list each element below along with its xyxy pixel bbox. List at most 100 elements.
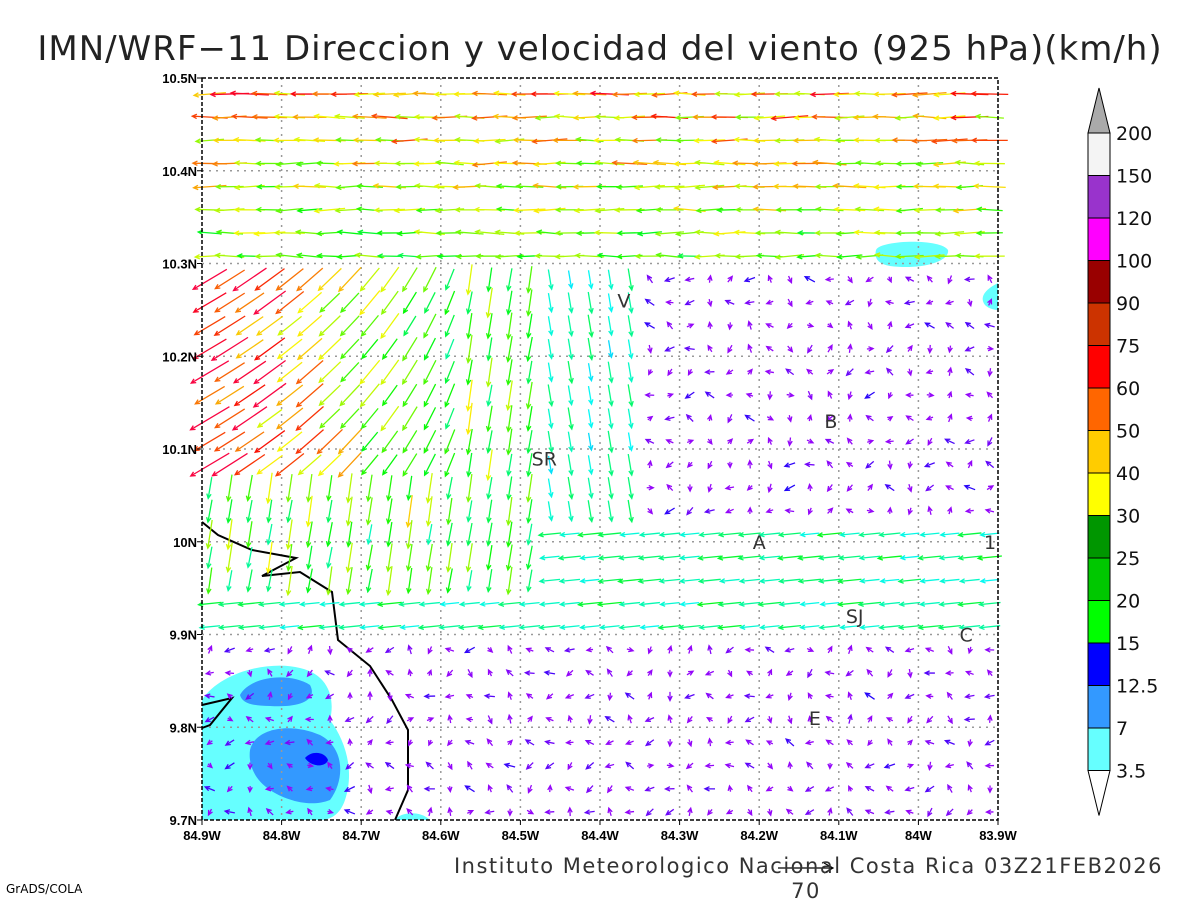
wind-vector-arrow-icon xyxy=(466,313,473,340)
wind-vector-arrow-icon xyxy=(686,670,695,676)
wind-vector-arrow-icon xyxy=(352,137,386,143)
wind-vector-arrow-icon xyxy=(367,784,373,795)
wind-vector-arrow-icon xyxy=(486,384,493,407)
wind-vector-arrow-icon xyxy=(545,716,554,723)
wind-vector-arrow-icon xyxy=(327,714,333,723)
wind-vector-arrow-icon xyxy=(973,253,1005,259)
wind-vector-arrow-icon xyxy=(594,159,625,166)
wind-vector-arrow-icon xyxy=(859,624,880,630)
wind-vector-arrow-icon xyxy=(538,624,561,631)
wind-vector-arrow-icon xyxy=(703,508,715,514)
wind-vector-arrow-icon xyxy=(767,460,773,470)
wind-vector-arrow-icon xyxy=(787,298,793,308)
wind-vector-arrow-icon xyxy=(567,385,574,407)
wind-vector-arrow-icon xyxy=(758,624,780,630)
wind-vector-arrow-icon xyxy=(244,739,255,746)
wind-vector-arrow-icon xyxy=(245,646,254,653)
wind-vector-arrow-icon xyxy=(697,578,721,584)
wind-vector-arrow-icon xyxy=(914,230,944,236)
wind-vector-arrow-icon xyxy=(967,459,973,469)
x-tick-label: 84.2W xyxy=(740,828,778,843)
wind-vector-arrow-icon xyxy=(402,336,418,362)
wind-vector-arrow-icon xyxy=(737,531,761,538)
x-tick-label: 84.1W xyxy=(820,828,858,843)
wind-vector-arrow-icon xyxy=(684,276,695,283)
wind-vector-arrow-icon xyxy=(377,624,402,631)
wind-vector-arrow-icon xyxy=(467,668,473,679)
wind-vector-arrow-icon xyxy=(865,414,874,422)
wind-vector-arrow-icon xyxy=(447,806,453,817)
wind-vector-arrow-icon xyxy=(423,383,437,408)
wind-vector-arrow-icon xyxy=(907,344,913,352)
wind-vector-arrow-icon xyxy=(558,624,580,630)
wind-vector-arrow-icon xyxy=(637,578,662,584)
wind-vector-arrow-icon xyxy=(613,115,646,121)
wind-vector-arrow-icon xyxy=(713,159,746,166)
wind-vector-arrow-icon xyxy=(526,809,535,815)
wind-vector-arrow-icon xyxy=(964,508,974,514)
wind-vector-arrow-icon xyxy=(867,439,875,445)
wind-vector-arrow-icon xyxy=(743,693,755,699)
wind-vector-arrow-icon xyxy=(787,715,793,725)
wind-vector-arrow-icon xyxy=(917,624,942,631)
wind-vector-arrow-icon xyxy=(933,115,966,121)
wind-vector-arrow-icon xyxy=(845,669,854,677)
wind-vector-arrow-icon xyxy=(276,338,303,360)
wind-vector-arrow-icon xyxy=(229,90,269,96)
wind-vector-arrow-icon xyxy=(858,578,880,584)
wind-vector-arrow-icon xyxy=(284,739,295,746)
wind-vector-arrow-icon xyxy=(345,473,353,504)
wind-vector-arrow-icon xyxy=(463,646,476,654)
x-tick-label: 84.6W xyxy=(422,828,460,843)
wind-vector-arrow-icon xyxy=(275,291,305,315)
wind-vector-arrow-icon xyxy=(445,338,455,360)
wind-vector-arrow-icon xyxy=(444,647,455,653)
wind-vector-arrow-icon xyxy=(380,312,400,340)
wind-vector-arrow-icon xyxy=(717,531,741,538)
wind-vector-arrow-icon xyxy=(647,344,653,354)
wind-vector-arrow-icon xyxy=(226,693,233,700)
wind-vector-arrow-icon xyxy=(345,567,353,596)
wind-vector-arrow-icon xyxy=(774,254,805,260)
wind-vector-arrow-icon xyxy=(987,714,993,723)
wind-vector-arrow-icon xyxy=(616,230,643,236)
wind-vector-arrow-icon xyxy=(707,344,713,353)
wind-vector-arrow-icon xyxy=(687,644,693,654)
wind-vector-arrow-icon xyxy=(864,763,875,769)
wind-vector-arrow-icon xyxy=(926,392,935,398)
wind-vector-arrow-icon xyxy=(924,647,934,653)
wind-vector-arrow-icon xyxy=(213,315,246,337)
station-label: B xyxy=(824,411,837,433)
wind-vector-arrow-icon xyxy=(826,369,835,375)
wind-vector-arrow-icon xyxy=(604,715,615,723)
wind-vector-arrow-icon xyxy=(367,667,373,677)
wind-vector-arrow-icon xyxy=(683,345,695,352)
footer-text: Instituto Meteorologico Nacional Costa R… xyxy=(454,854,1163,878)
wind-vector-arrow-icon xyxy=(783,462,796,468)
wind-vector-arrow-icon xyxy=(847,691,853,700)
wind-vector-arrow-icon xyxy=(707,274,713,283)
y-tick-label: 10.5N xyxy=(162,71,197,86)
wind-vector-arrow-icon xyxy=(878,531,901,538)
wind-vector-arrow-icon xyxy=(506,784,514,793)
wind-vector-arrow-icon xyxy=(664,507,675,515)
wind-vector-arrow-icon xyxy=(964,346,975,352)
wind-vector-arrow-icon xyxy=(525,381,533,410)
wind-vector-arrow-icon xyxy=(307,644,313,654)
wind-vector-arrow-icon xyxy=(318,624,341,631)
wind-vector-arrow-icon xyxy=(957,555,982,561)
wind-vector-arrow-icon xyxy=(647,763,655,769)
wind-vector-arrow-icon xyxy=(824,670,835,676)
wind-vector-arrow-icon xyxy=(787,761,793,769)
wind-vector-arrow-icon xyxy=(744,647,755,653)
wind-vector-arrow-icon xyxy=(637,555,661,561)
wind-vector-arrow-icon xyxy=(531,138,568,145)
wind-vector-arrow-icon xyxy=(572,90,607,97)
wind-vector-arrow-icon xyxy=(506,428,513,456)
wind-vector-arrow-icon xyxy=(583,809,595,815)
wind-vector-arrow-icon xyxy=(607,806,613,817)
wind-vector-arrow-icon xyxy=(205,519,213,550)
wind-vector-arrow-icon xyxy=(899,531,920,538)
wind-vector-arrow-icon xyxy=(406,717,415,723)
wind-vector-arrow-icon xyxy=(487,784,493,793)
